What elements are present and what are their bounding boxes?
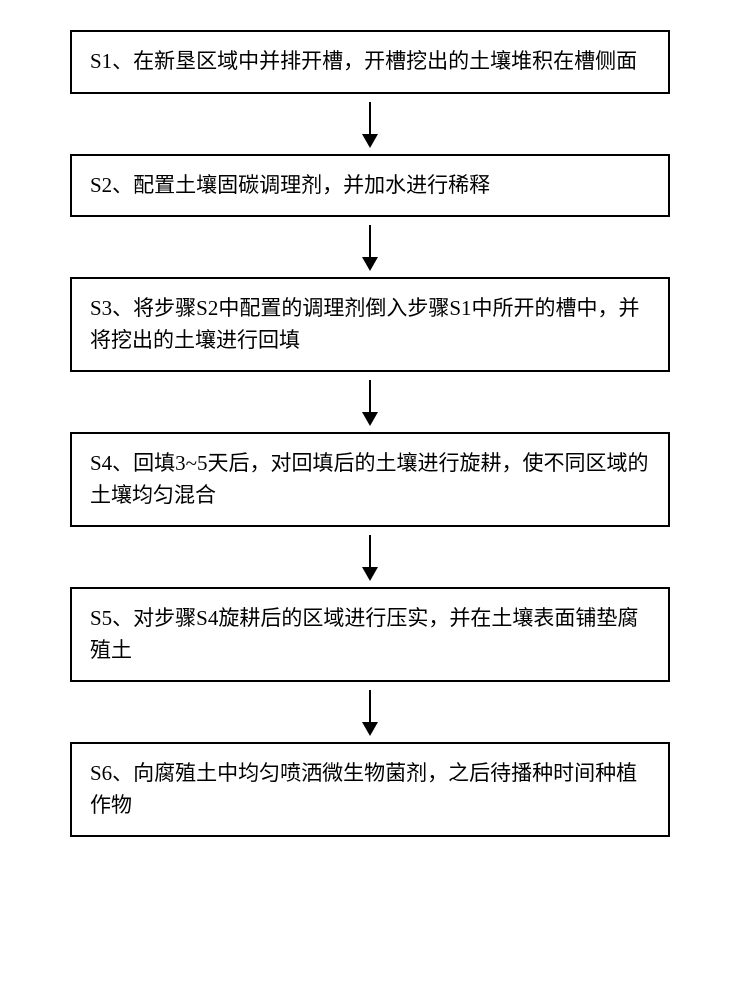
arrow-5 [70, 682, 670, 742]
arrow-1 [70, 94, 670, 154]
arrow-2 [70, 217, 670, 277]
step-s3: S3、将步骤S2中配置的调理剂倒入步骤S1中所开的槽中，并将挖出的土壤进行回填 [70, 277, 670, 372]
step-s6: S6、向腐殖土中均匀喷洒微生物菌剂，之后待播种时间种植作物 [70, 742, 670, 837]
arrow-4 [70, 527, 670, 587]
step-s1: S1、在新垦区域中并排开槽，开槽挖出的土壤堆积在槽侧面 [70, 30, 670, 94]
step-s4: S4、回填3~5天后，对回填后的土壤进行旋耕，使不同区域的土壤均匀混合 [70, 432, 670, 527]
step-s2: S2、配置土壤固碳调理剂，并加水进行稀释 [70, 154, 670, 218]
step-s5: S5、对步骤S4旋耕后的区域进行压实，并在土壤表面铺垫腐殖土 [70, 587, 670, 682]
flowchart-container: S1、在新垦区域中并排开槽，开槽挖出的土壤堆积在槽侧面 S2、配置土壤固碳调理剂… [70, 30, 670, 837]
arrow-3 [70, 372, 670, 432]
